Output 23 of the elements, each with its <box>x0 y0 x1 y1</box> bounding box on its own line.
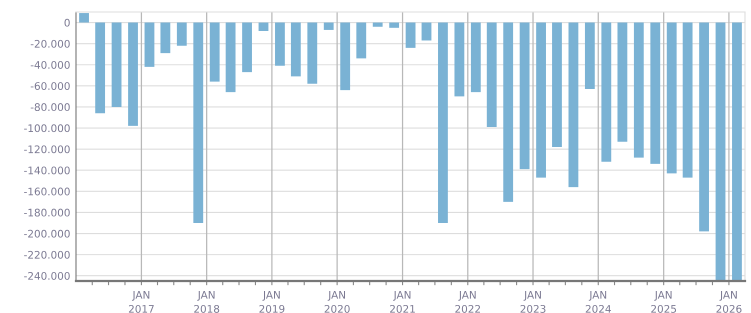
x-tick-label: JAN 2022 <box>455 291 480 313</box>
y-tick-label: -60.000 <box>30 82 70 90</box>
y-tick-label: -100.000 <box>24 124 70 132</box>
x-tick-label: JAN 2025 <box>651 291 676 313</box>
x-tick-label: JAN 2020 <box>324 291 350 313</box>
y-tick-label: -240.000 <box>24 272 70 280</box>
x-tick-label: JAN 2021 <box>390 291 415 313</box>
x-tick-label: JAN 2026 <box>716 291 742 313</box>
x-tick-label: JAN 2019 <box>259 291 284 313</box>
y-tick-label: 0 <box>64 18 70 27</box>
y-tick-label: -180.000 <box>24 208 70 217</box>
y-tick-label: -140.000 <box>24 166 70 174</box>
y-tick-label: -200.000 <box>24 230 70 238</box>
x-tick-label: JAN 2018 <box>194 291 220 313</box>
x-tick-label: JAN 2023 <box>520 291 546 313</box>
x-tick-label: JAN 2017 <box>128 291 154 313</box>
y-tick-label: -160.000 <box>24 188 70 196</box>
y-tick-label: -120.000 <box>24 145 70 154</box>
y-tick-label: -40.000 <box>30 60 70 69</box>
x-tick-label: JAN 2024 <box>586 291 611 313</box>
y-tick-label: -80.000 <box>30 103 70 112</box>
y-tick-label: -220.000 <box>24 250 70 259</box>
y-tick-label: -20.000 <box>30 40 70 48</box>
